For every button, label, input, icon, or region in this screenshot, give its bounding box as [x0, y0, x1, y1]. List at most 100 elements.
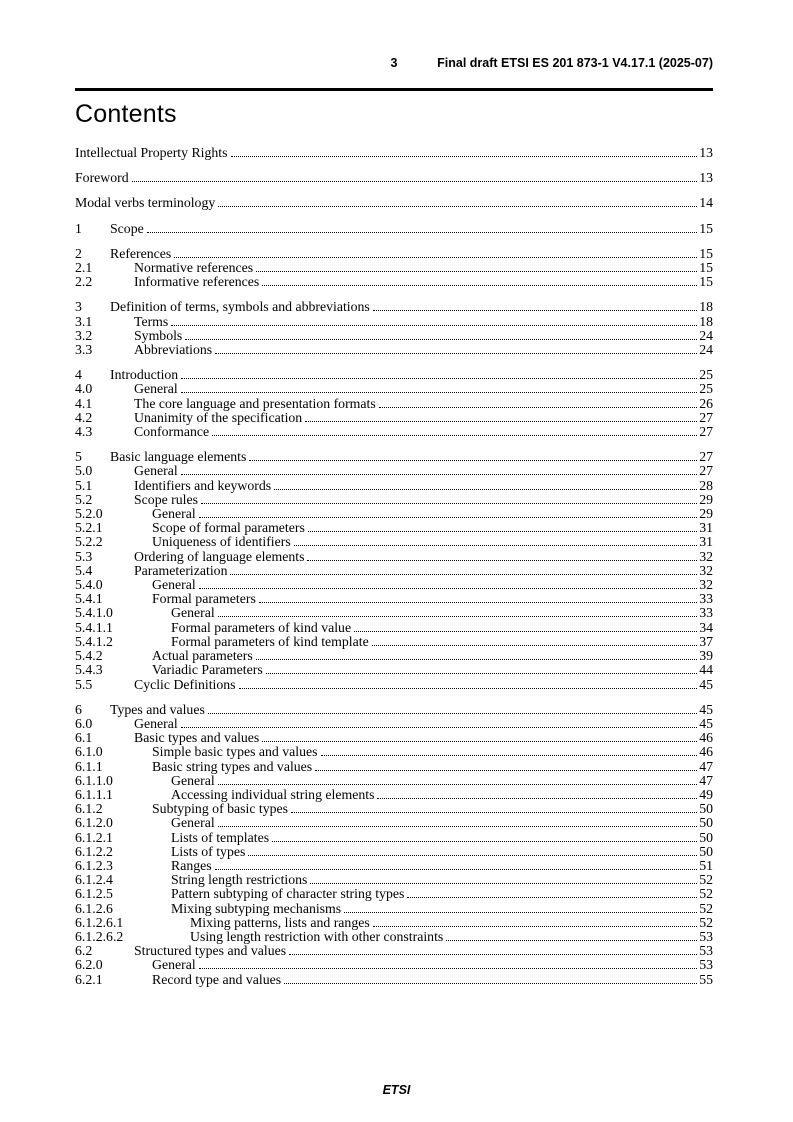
toc-entry[interactable]: 2 References 15: [75, 245, 713, 261]
toc-entry[interactable]: 6.0 General 45: [75, 715, 713, 731]
toc-entry[interactable]: 6.1.0 Simple basic types and values 46: [75, 745, 713, 759]
toc-entry[interactable]: 5.5 Cyclic Definitions 45: [75, 676, 713, 692]
toc-entry[interactable]: 5.4.0 General 32: [75, 577, 713, 592]
toc-entry[interactable]: 6.1.2.3 Ranges 51: [75, 857, 713, 873]
toc-entry-page: 45: [699, 676, 713, 692]
toc-entry[interactable]: 3.2 Symbols 24: [75, 328, 713, 343]
toc-entry-number: 5.2.1: [75, 520, 103, 536]
toc-entry[interactable]: 5.4.1.2 Formal parameters of kind templat…: [75, 634, 713, 649]
toc-entry[interactable]: Foreword 13: [75, 171, 713, 185]
toc-entry[interactable]: 3 Definition of terms, symbols and abbrev…: [75, 300, 713, 314]
toc-entry[interactable]: 5.2 Scope rules 29: [75, 492, 713, 507]
toc-entry-number: 6.0: [75, 715, 93, 731]
toc-entry[interactable]: 6.1.2.0 General 50: [75, 816, 713, 830]
toc-group: 1 Scope 15: [75, 220, 713, 236]
dot-leader: [217, 783, 697, 785]
toc-entry[interactable]: 6.1.2.1 Lists of templates 50: [75, 829, 713, 845]
toc-group: 5 Basic language elements 27 5.0 General 27 5.…: [75, 450, 713, 692]
toc-entry[interactable]: Modal verbs terminology 14: [75, 196, 713, 210]
toc-entry[interactable]: 6.1.1.0 General 47: [75, 773, 713, 788]
toc-entry-title: Ranges: [171, 857, 212, 873]
toc-entry-page: 25: [699, 381, 713, 397]
toc-entry[interactable]: 5.4.3 Variadic Parameters 44: [75, 663, 713, 677]
toc-entry[interactable]: 3.1 Terms 18: [75, 314, 713, 329]
toc-entry[interactable]: 4.3 Conformance 27: [75, 424, 713, 439]
toc-entry-number: 6.1.2.0: [75, 815, 113, 831]
toc-entry[interactable]: 6.1.2.6.1 Mixing patterns, lists and rang…: [75, 914, 713, 930]
toc-entry[interactable]: 5.2.1 Scope of formal parameters 31: [75, 521, 713, 535]
toc-entry-page: 15: [699, 260, 713, 276]
toc-entry-page: 50: [699, 829, 713, 845]
toc-entry[interactable]: 6.2.0 General 53: [75, 958, 713, 972]
table-of-contents: Intellectual Property Rights 13 Foreword 13…: [75, 145, 713, 987]
toc-entry-page: 15: [699, 274, 713, 290]
toc-entry[interactable]: 6.1.2 Subtyping of basic types 50: [75, 801, 713, 817]
toc-entry-title: Subtyping of basic types: [152, 801, 289, 817]
toc-entry-page: 39: [699, 648, 713, 664]
toc-entry[interactable]: 5.1 Identifiers and keywords 28: [75, 477, 713, 493]
toc-entry[interactable]: 5 Basic language elements 27: [75, 450, 713, 464]
toc-entry-number: 4: [75, 367, 82, 383]
dot-leader: [248, 854, 697, 856]
toc-entry[interactable]: 5.4.2 Actual parameters 39: [75, 648, 713, 664]
toc-entry-title: General: [171, 815, 215, 831]
dot-leader: [214, 868, 697, 870]
toc-entry-number: 6.1.0: [75, 744, 103, 760]
toc-entry-number: 6.1.2.6.2: [75, 928, 124, 944]
toc-entry-number: 4.1: [75, 395, 93, 411]
toc-entry-number: 6.1.2.2: [75, 843, 113, 859]
toc-group: 6 Types and values 45 6.0 General 45 6.1 Basic …: [75, 701, 713, 987]
toc-entry[interactable]: 1 Scope 15: [75, 220, 713, 236]
toc-entry[interactable]: 5.4 Parameterization 32: [75, 562, 713, 578]
toc-entry[interactable]: 6.1.2.4 String length restrictions 52: [75, 872, 713, 888]
toc-entry-number: 6: [75, 701, 82, 717]
toc-entry[interactable]: 5.3 Ordering of language elements 32: [75, 549, 713, 564]
toc-entry[interactable]: 6 Types and values 45: [75, 701, 713, 717]
toc-entry-title: Mixing subtyping mechanisms: [171, 900, 342, 916]
page-header: 3 Final draft ETSI ES 201 873-1 V4.17.1 …: [75, 56, 713, 72]
toc-entry[interactable]: 6.2.1 Record type and values 55: [75, 972, 713, 987]
toc-entry[interactable]: 4 Introduction 25: [75, 368, 713, 382]
dot-leader: [265, 673, 697, 675]
toc-entry[interactable]: 6.1.1 Basic string types and values 47: [75, 759, 713, 774]
toc-entry[interactable]: 4.0 General 25: [75, 382, 713, 396]
toc-entry-page: 32: [699, 562, 713, 578]
dot-leader: [180, 474, 697, 476]
toc-entry-title: References: [110, 245, 172, 261]
dot-leader: [289, 954, 697, 956]
toc-entry[interactable]: 5.0 General 27: [75, 464, 713, 478]
toc-entry[interactable]: 5.4.1 Formal parameters 33: [75, 592, 713, 606]
toc-entry[interactable]: 6.1.2.2 Lists of types 50: [75, 843, 713, 859]
dot-leader: [256, 271, 697, 273]
toc-entry[interactable]: 6.1.1.1 Accessing individual string eleme…: [75, 787, 713, 802]
toc-entry-page: 28: [699, 477, 713, 493]
toc-group: 4 Introduction 25 4.0 General 25 4.1 The core l…: [75, 368, 713, 439]
toc-entry[interactable]: 5.4.1.1 Formal parameters of kind value 34: [75, 620, 713, 635]
toc-entry[interactable]: 4.2 Unanimity of the specification 27: [75, 410, 713, 425]
toc-entry[interactable]: 6.1.2.6.2 Using length restriction with o…: [75, 928, 713, 944]
toc-entry-number: 6.1: [75, 730, 93, 746]
dot-leader: [249, 460, 697, 462]
toc-entry[interactable]: 5.2.2 Uniqueness of identifiers 31: [75, 535, 713, 549]
toc-entry[interactable]: 5.4.1.0 General 33: [75, 606, 713, 620]
toc-entry[interactable]: Intellectual Property Rights 13: [75, 145, 713, 160]
toc-entry-page: 52: [699, 886, 713, 902]
toc-entry[interactable]: 4.1 The core language and presentation fo…: [75, 395, 713, 411]
toc-entry-title: Foreword: [75, 170, 129, 186]
toc-entry-page: 46: [699, 744, 713, 760]
toc-entry[interactable]: 6.2 Structured types and values 53: [75, 943, 713, 958]
toc-entry-title: String length restrictions: [171, 872, 308, 888]
toc-entry[interactable]: 6.1 Basic types and values 46: [75, 730, 713, 746]
toc-entry[interactable]: 3.3 Abbreviations 24: [75, 342, 713, 357]
toc-entry[interactable]: 2.2 Informative references 15: [75, 275, 713, 289]
toc-entry-number: 6.1.2.6: [75, 900, 113, 916]
toc-entry[interactable]: 6.1.2.5 Pattern subtyping of character st…: [75, 887, 713, 901]
dot-leader: [262, 285, 697, 287]
toc-entry-title: Scope: [110, 220, 144, 236]
toc-entry-title: Definition of terms, symbols and abbrevi…: [110, 299, 370, 315]
toc-entry-title: Mixing patterns, lists and ranges: [190, 914, 370, 930]
toc-entry[interactable]: 6.1.2.6 Mixing subtyping mechanisms 52: [75, 900, 713, 916]
toc-entry[interactable]: 2.1 Normative references 15: [75, 260, 713, 276]
dot-leader: [291, 812, 697, 814]
toc-entry[interactable]: 5.2.0 General 29: [75, 506, 713, 521]
